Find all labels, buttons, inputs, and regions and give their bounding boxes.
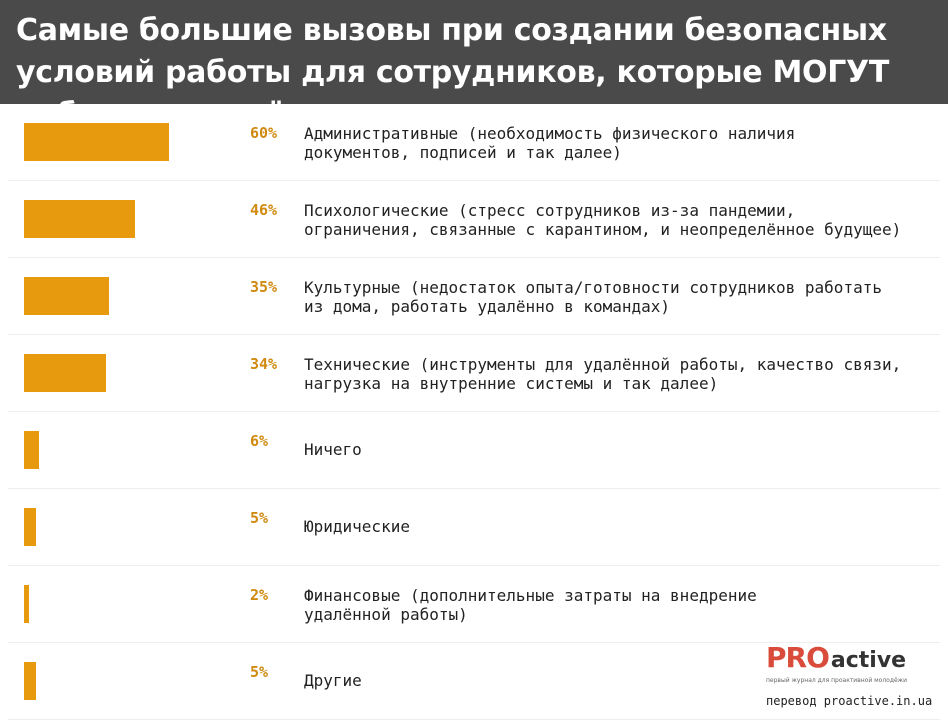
chart-title: Самые большие вызовы при создании безопа… xyxy=(16,13,890,132)
chart-category-label-line: ограничения, связанные с карантином, и н… xyxy=(304,220,902,239)
chart-bar xyxy=(24,277,109,315)
chart-category-label-line: документов, подписей и так далее) xyxy=(304,143,622,162)
chart-bar xyxy=(24,354,106,392)
chart-bar xyxy=(24,585,29,623)
logo-tagline: первый журнал для проактивной молодёжи xyxy=(766,677,907,684)
chart-data-label: 2% xyxy=(250,586,269,604)
row-divider xyxy=(8,334,940,335)
row-divider xyxy=(8,488,940,489)
chart-category-label-line: Психологические (стресс сотрудников из-з… xyxy=(304,201,796,220)
chart-category-label: Финансовые (дополнительные затраты на вн… xyxy=(304,586,944,624)
chart-category-label: Юридические xyxy=(304,517,944,536)
chart-row: 34% Технические (инструменты для удалённо… xyxy=(0,335,948,412)
chart-category-label: Другие xyxy=(304,671,944,690)
logo-active-text: active xyxy=(830,648,907,673)
chart-bar xyxy=(24,662,36,700)
chart-header: Самые большие вызовы при создании безопа… xyxy=(0,0,948,132)
chart-bar xyxy=(24,200,135,238)
chart-bar xyxy=(24,508,36,546)
chart-data-label: 60% xyxy=(250,124,278,142)
chart-category-label-line: Юридические xyxy=(304,517,410,536)
row-divider xyxy=(8,180,940,181)
chart-row: 5% Юридические xyxy=(0,489,948,566)
chart-row: 35% Культурные (недостаток опыта/готовнос… xyxy=(0,258,948,335)
chart-data-label: 5% xyxy=(250,663,269,681)
translation-credit: перевод proactive.in.ua xyxy=(766,694,933,708)
chart-plot-area: 60% Административные (необходимость физич… xyxy=(0,104,948,721)
chart-data-label: 46% xyxy=(250,201,278,219)
chart-category-label-line: Технические (инструменты для удалённой р… xyxy=(304,355,902,374)
chart-category-label: Психологические (стресс сотрудников из-з… xyxy=(304,201,944,239)
chart-category-label-line: удалённой работы) xyxy=(304,605,468,624)
proactive-logo: PROactive первый журнал для проактивной … xyxy=(766,643,936,713)
logo-pro-text: PRO xyxy=(766,641,830,674)
chart-category-label: Технические (инструменты для удалённой р… xyxy=(304,355,944,393)
chart-data-label: 6% xyxy=(250,432,269,450)
logo-mark: PROactive xyxy=(766,643,936,676)
row-divider xyxy=(8,565,940,566)
chart-bar xyxy=(24,431,39,469)
chart-row: 6% Ничего xyxy=(0,412,948,489)
chart-row: 46% Психологические (стресс сотрудников и… xyxy=(0,181,948,258)
chart-category-label-line: Административные (необходимость физическ… xyxy=(304,124,796,143)
row-divider xyxy=(8,719,940,720)
chart-row: 2% Финансовые (дополнительные затраты на … xyxy=(0,566,948,643)
chart-category-label-line: Ничего xyxy=(304,440,362,459)
chart-category-label-line: Другие xyxy=(304,671,362,690)
chart-category-label-line: Финансовые (дополнительные затраты на вн… xyxy=(304,586,757,605)
chart-row: 5% Другие xyxy=(0,643,948,720)
chart-data-label: 35% xyxy=(250,278,278,296)
chart-category-label-line: из дома, работать удалённо в командах) xyxy=(304,297,671,316)
chart-bar xyxy=(24,123,169,161)
chart-data-label: 34% xyxy=(250,355,278,373)
chart-category-label-line: нагрузка на внутренние системы и так дал… xyxy=(304,374,719,393)
chart-data-label: 5% xyxy=(250,509,269,527)
chart-category-label: Административные (необходимость физическ… xyxy=(304,124,944,162)
chart-category-label-line: Культурные (недостаток опыта/готовности … xyxy=(304,278,882,297)
row-divider xyxy=(8,257,940,258)
row-divider xyxy=(8,642,940,643)
chart-category-label: Культурные (недостаток опыта/готовности … xyxy=(304,278,944,316)
row-divider xyxy=(8,411,940,412)
chart-row: 60% Административные (необходимость физич… xyxy=(0,104,948,181)
chart-category-label: Ничего xyxy=(304,440,944,459)
